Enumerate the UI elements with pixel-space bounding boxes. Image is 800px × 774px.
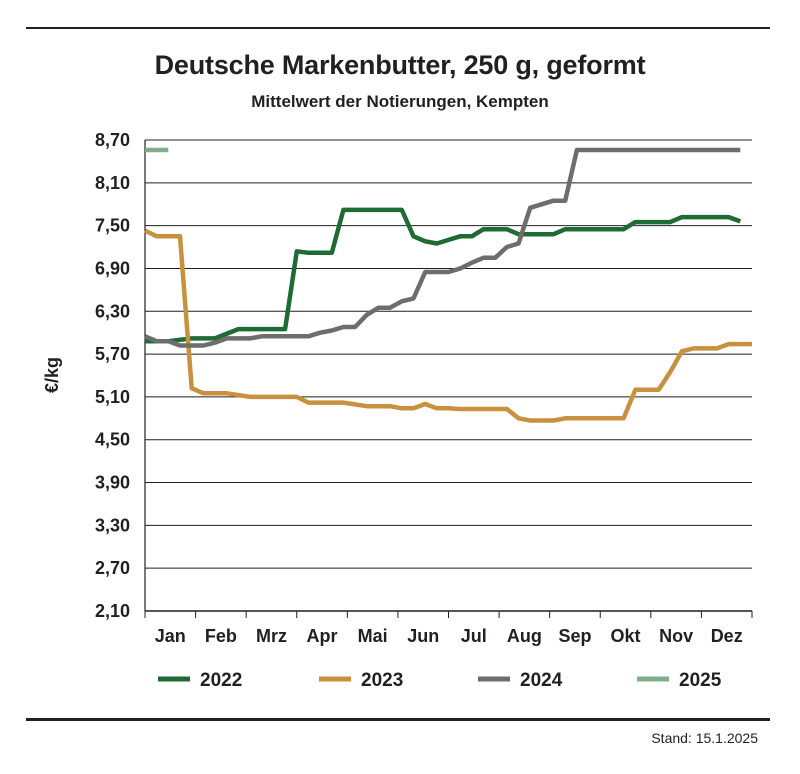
legend-label-2024: 2024 <box>520 670 563 691</box>
chart-title: Deutsche Markenbutter, 250 g, geformt <box>154 50 646 80</box>
x-axis-ticks: Jan Feb Mrz Apr Mai Jun Jul Aug Sep Okt Nov Dez <box>155 626 743 646</box>
stand-date: Stand: 15.1.2025 <box>651 730 758 746</box>
series-line-2022 <box>145 207 742 344</box>
x-tick-label: Sep <box>558 626 591 646</box>
legend-label-2025: 2025 <box>679 670 722 691</box>
gridlines <box>144 139 752 612</box>
chart-subtitle: Mittelwert der Notierungen, Kempten <box>251 92 549 111</box>
y-tick-label: 3,30 <box>95 515 130 535</box>
top-rule <box>26 27 770 29</box>
x-tick-label: Feb <box>205 626 237 646</box>
x-tick-label: Jan <box>155 626 186 646</box>
series-line-2023 <box>144 228 752 423</box>
x-tick-label: Jun <box>407 626 439 646</box>
y-tick-label: 2,70 <box>95 558 130 578</box>
x-axis-month-dividers <box>144 611 753 618</box>
x-tick-label: Apr <box>307 626 338 646</box>
y-tick-label: 2,10 <box>95 601 130 621</box>
y-axis-label: €/kg <box>42 357 62 393</box>
x-tick-label: Jul <box>461 626 487 646</box>
x-tick-label: Mai <box>358 626 388 646</box>
x-tick-label: Dez <box>711 626 743 646</box>
chart-svg: 8,70 8,10 7,50 6,90 6,30 5,70 5,10 4,50 3,90 3,30… <box>42 130 753 691</box>
y-tick-label: 3,90 <box>95 473 130 493</box>
x-tick-label: Nov <box>659 626 693 646</box>
y-axis-ticks: 8,70 8,10 7,50 6,90 6,30 5,70 5,10 4,50 3,90 3,30… <box>95 130 130 621</box>
y-tick-label: 5,70 <box>95 344 130 364</box>
series-line-2024 <box>144 147 741 348</box>
legend: 2022 2023 2024 2025 <box>158 670 722 691</box>
y-tick-label: 8,10 <box>95 173 130 193</box>
legend-label-2022: 2022 <box>200 670 242 691</box>
bottom-rule <box>26 718 770 721</box>
legend-label-2023: 2023 <box>361 670 403 691</box>
y-tick-label: 5,10 <box>95 387 130 407</box>
x-tick-label: Okt <box>611 626 641 646</box>
y-tick-label: 6,90 <box>95 258 130 278</box>
x-tick-label: Mrz <box>256 626 287 646</box>
series-lines <box>144 147 752 423</box>
y-tick-label: 7,50 <box>95 216 130 236</box>
y-tick-label: 4,50 <box>95 430 130 450</box>
y-tick-label: 6,30 <box>95 301 130 321</box>
x-tick-label: Aug <box>507 626 542 646</box>
y-tick-label: 8,70 <box>95 130 130 150</box>
